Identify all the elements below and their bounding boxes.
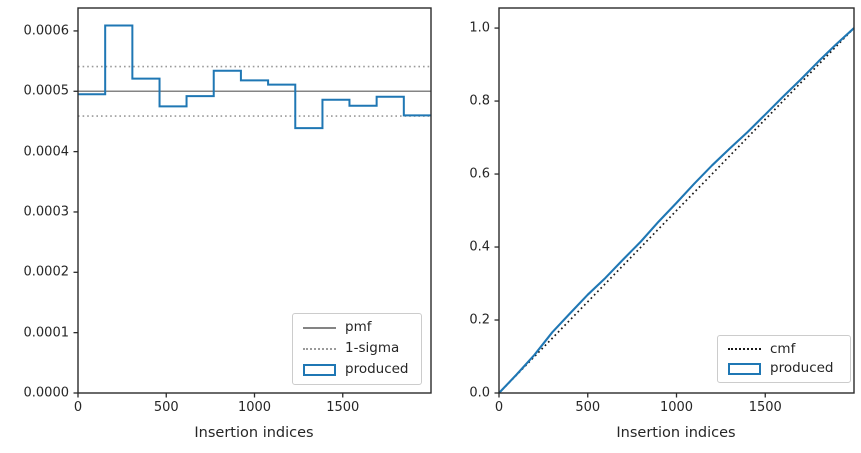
y-tick-label: 0.0006 (23, 23, 70, 39)
y-tick-label: 0.0005 (23, 83, 70, 99)
x-tick-label: 1000 (237, 400, 272, 415)
produced-rect-glyph (303, 364, 336, 376)
x-tick-label: 1000 (659, 400, 694, 415)
x-tick-label: 0 (73, 400, 83, 415)
legend-label: produced (345, 361, 409, 378)
produced-step-line (78, 24, 431, 130)
y-tick-label: 0.8 (469, 93, 490, 109)
legend-item-pmf: pmf (303, 319, 411, 337)
legend-item-cmf: cmf (728, 341, 840, 358)
legend-item-produced: produced (303, 361, 411, 379)
legend-item-produced: produced (728, 361, 840, 378)
axes-spines (77, 7, 432, 394)
y-tick-label: 0.4 (469, 239, 490, 255)
x-tick-label: 500 (575, 400, 601, 415)
y-tick-label: 0.0002 (23, 264, 70, 280)
legend-label: produced (770, 360, 834, 376)
legend-item-1-sigma: 1-sigma (303, 340, 411, 358)
y-tick-label: 0.0004 (23, 144, 70, 160)
x-tick-label: 1500 (326, 400, 360, 415)
cmf-line (498, 27, 855, 394)
cmf-dotted-line-glyph (728, 348, 761, 351)
y-tick-label: 0.6 (469, 166, 490, 182)
y-tick-label: 0.0003 (23, 204, 70, 220)
produced-cumulative-line (498, 27, 855, 394)
x-tick-label: 500 (153, 400, 179, 415)
axes-spines (498, 7, 855, 394)
legend-label: pmf (345, 319, 372, 336)
left-legend: pmf 1-sigma produced (292, 313, 422, 385)
y-tick-label: 0.0001 (23, 325, 70, 341)
sigma-dotted-line-glyph (303, 348, 336, 350)
x-tick-label: 0 (494, 400, 504, 415)
legend-label: cmf (770, 340, 796, 357)
y-tick-label: 1.0 (469, 20, 490, 36)
pmf-line-glyph (303, 327, 336, 329)
right-legend: cmf produced (717, 335, 851, 383)
y-tick-label: 0.0 (469, 385, 490, 401)
y-tick-label: 0.0000 (23, 385, 70, 401)
x-tick-label: 1500 (748, 400, 782, 415)
legend-label: 1-sigma (345, 340, 400, 357)
produced-rect-glyph (728, 362, 761, 375)
left-xaxis-label: Insertion indices (194, 425, 314, 441)
right-xaxis-label: Insertion indices (616, 425, 736, 441)
y-tick-label: 0.2 (469, 312, 490, 328)
